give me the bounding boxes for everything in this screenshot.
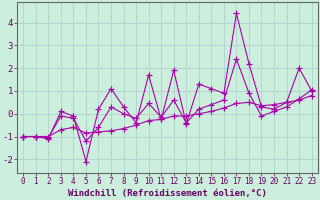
X-axis label: Windchill (Refroidissement éolien,°C): Windchill (Refroidissement éolien,°C) (68, 189, 267, 198)
